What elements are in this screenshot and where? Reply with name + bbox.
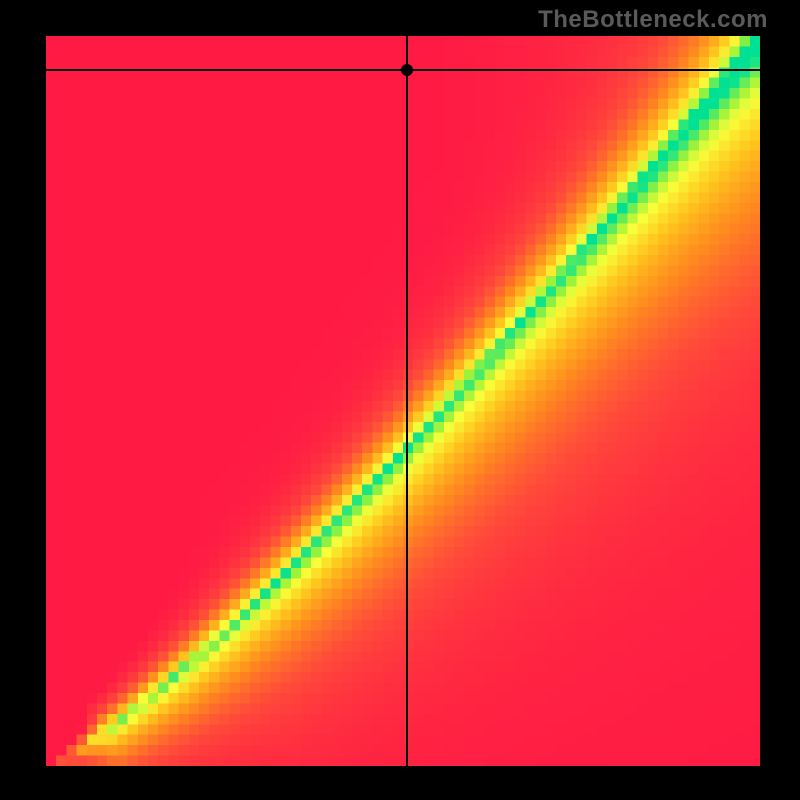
watermark-text: TheBottleneck.com <box>538 6 768 34</box>
heatmap-canvas <box>46 36 760 766</box>
crosshair-marker <box>401 64 413 76</box>
frame-left <box>0 0 46 800</box>
crosshair-vertical <box>406 36 408 766</box>
frame-right <box>760 0 800 800</box>
frame-bottom <box>0 766 800 800</box>
heatmap-plot <box>46 36 760 766</box>
